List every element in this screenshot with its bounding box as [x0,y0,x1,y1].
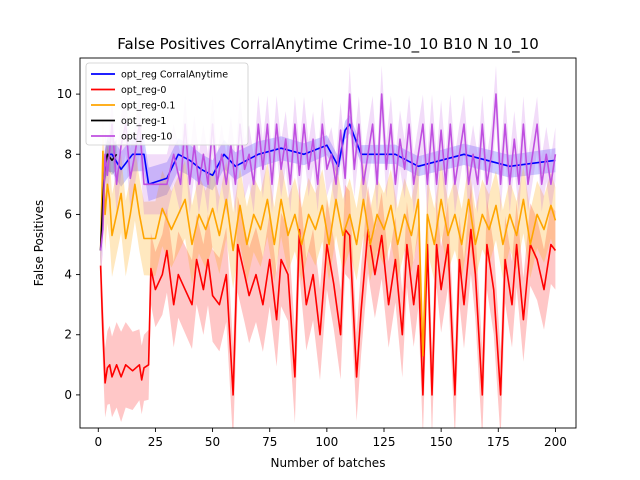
series-lines [99,93,557,396]
line-series-1 [99,228,557,396]
legend-entry: opt_reg-10 [121,132,172,143]
chart-title: False Positives CorralAnytime Crime-10_1… [117,35,539,54]
y-tick-label: 8 [64,147,72,161]
band-series-0 [100,115,556,269]
y-axis-label: False Positives [32,200,46,286]
x-tick-label: 25 [148,435,163,449]
band-series-1 [100,183,556,428]
y-tick-label: 0 [64,388,72,402]
x-axis-label: Number of batches [271,456,386,470]
x-tick-label: 100 [315,435,338,449]
legend-entry: opt_reg-1 [121,116,166,127]
line-series-2 [99,150,557,357]
x-tick-label: 0 [94,435,102,449]
y-tick-label: 4 [64,268,72,282]
x-tick-label: 75 [262,435,277,449]
legend-entry: opt_reg-0.1 [121,101,175,112]
x-tick-label: 175 [487,435,510,449]
line-series-0 [99,123,556,251]
legend: opt_reg CorralAnytime opt_reg-0 opt_reg-0.… [85,62,249,146]
plot-frame [79,57,577,429]
legend-box [85,62,249,146]
y-tick-label: 2 [64,328,72,342]
y-axis-ticks: 0 2 4 6 8 10 [57,87,80,402]
x-axis-ticks: 0 25 50 75 100 125 150 175 200 [94,428,567,449]
x-tick-label: 200 [544,435,567,449]
x-tick-label: 125 [373,435,396,449]
x-tick-label: 50 [205,435,220,449]
legend-entry: opt_reg-0 [121,85,166,96]
y-tick-label: 10 [57,87,72,101]
y-tick-label: 6 [64,207,72,221]
x-tick-label: 150 [430,435,453,449]
legend-entry: opt_reg CorralAnytime [121,70,228,81]
